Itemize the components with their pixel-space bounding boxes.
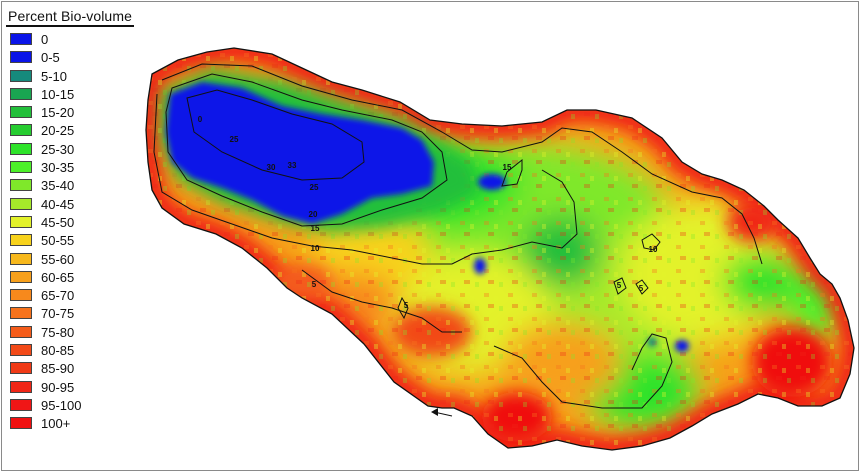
legend-label: 15-20 [41,105,75,121]
legend-label: 85-90 [41,361,75,377]
contour-label: 5 [617,281,622,290]
legend-item: 0-5 [6,50,156,68]
legend-label: 35-40 [41,178,75,194]
legend-label: 45-50 [41,214,75,230]
legend-label: 50-55 [41,233,75,249]
legend-label: 65-70 [41,288,75,304]
contour-label: 25 [230,135,239,144]
contour-label: 25 [310,183,319,192]
legend-label: 20-25 [41,123,75,139]
legend-swatch [10,417,32,430]
contour-label: 33 [288,161,297,170]
legend-item: 60-65 [6,270,156,288]
legend-label: 55-60 [41,251,75,267]
legend-swatch [10,344,32,357]
legend-swatch [10,380,32,393]
legend-item: 80-85 [6,343,156,361]
legend-item: 25-30 [6,142,156,160]
contour-label: 30 [267,163,276,172]
legend-swatch [10,252,32,265]
legend-swatch [10,398,32,411]
contour-label: 20 [309,210,318,219]
legend-label: 0 [41,32,49,47]
legend-swatch [10,161,32,174]
legend: Percent Bio-volume 0 0-5 5-10 10-15 15-20 20-… [6,8,156,435]
legend-swatch [10,234,32,247]
legend-swatch [10,179,32,192]
legend-item: 100+ [6,416,156,434]
legend-item: 10-15 [6,87,156,105]
legend-title: Percent Bio-volume [6,8,134,27]
legend-label: 100+ [41,416,71,432]
legend-swatch [10,307,32,320]
legend-item: 55-60 [6,252,156,270]
legend-swatch [10,289,32,302]
legend-item: 30-35 [6,160,156,178]
legend-item: 90-95 [6,380,156,398]
contour-labels: 0 25 30 33 25 20 15 10 5 5 15 10 5 5 [198,115,658,310]
legend-label: 95-100 [41,397,82,413]
legend-list: 0 0-5 5-10 10-15 15-20 20-25 25-30 30-35 35-40 40… [6,32,156,435]
legend-swatch [10,124,32,137]
legend-label: 70-75 [41,306,75,322]
contour-label: 15 [503,163,512,172]
contour-label: 5 [639,284,644,293]
legend-swatch [10,106,32,119]
legend-label: 0-5 [41,50,60,66]
legend-item: 40-45 [6,197,156,215]
contour-lines [153,63,763,409]
legend-item: 15-20 [6,105,156,123]
contour-label: 0 [198,115,203,124]
legend-swatch [10,270,32,283]
legend-label: 25-30 [41,141,75,157]
legend-swatch [10,51,32,64]
contour-label: 5 [404,301,409,310]
legend-swatch [10,33,32,45]
legend-item: 85-90 [6,361,156,379]
legend-swatch [10,142,32,155]
contour-label: 10 [311,244,320,253]
legend-item: 95-100 [6,398,156,416]
legend-item: 50-55 [6,233,156,251]
contour-label: 15 [311,224,320,233]
legend-item: 35-40 [6,178,156,196]
contour-label: 5 [312,280,317,289]
legend-label: 75-80 [41,324,75,340]
legend-label: 90-95 [41,379,75,395]
legend-label: 80-85 [41,343,75,359]
legend-item: 0 [6,32,156,50]
legend-label: 10-15 [41,86,75,102]
legend-label: 40-45 [41,196,75,212]
legend-label: 60-65 [41,269,75,285]
legend-item: 75-80 [6,325,156,343]
legend-swatch [10,215,32,228]
legend-label: 30-35 [41,160,75,176]
legend-swatch [10,325,32,338]
legend-swatch [10,69,32,82]
legend-item: 5-10 [6,69,156,87]
legend-swatch [10,87,32,100]
arrow-icon [431,408,453,417]
legend-item: 20-25 [6,123,156,141]
legend-swatch [10,197,32,210]
contour-label: 10 [649,245,658,254]
legend-item: 45-50 [6,215,156,233]
legend-item: 65-70 [6,288,156,306]
legend-swatch [10,362,32,375]
legend-item: 70-75 [6,306,156,324]
legend-label: 5-10 [41,68,68,84]
